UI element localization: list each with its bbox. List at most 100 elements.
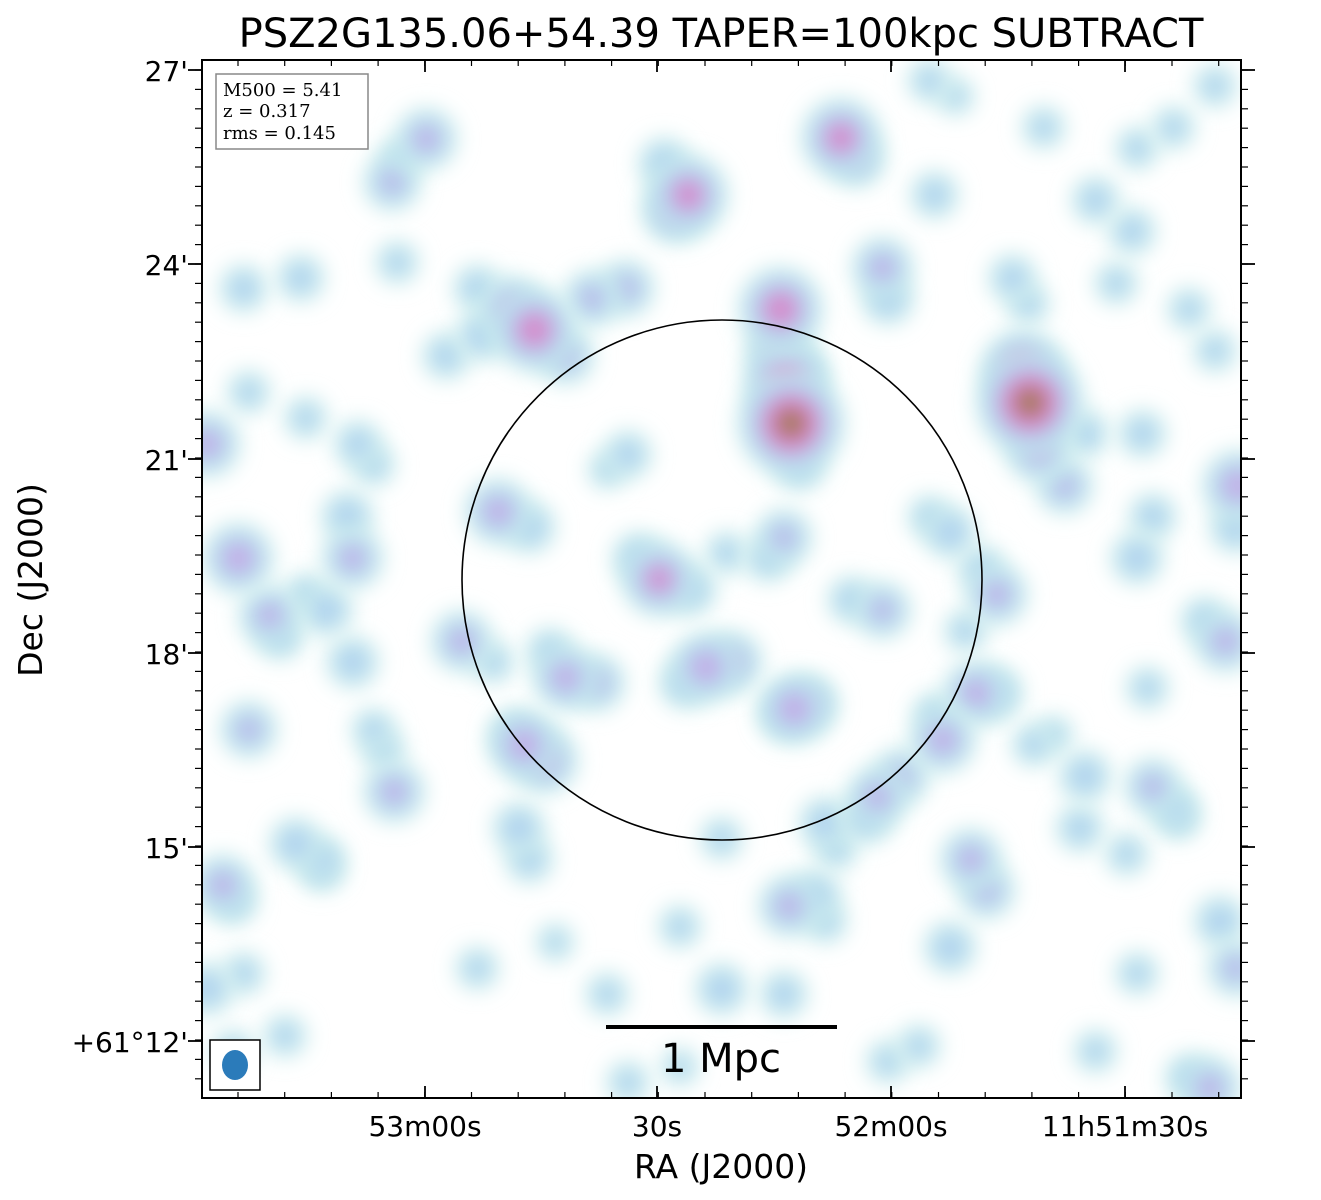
emission-contour (1114, 841, 1140, 867)
emission-contour (1226, 959, 1241, 978)
emission-blob (275, 252, 326, 304)
emission-contour (211, 873, 235, 897)
y-tick-label: 24' (145, 249, 188, 282)
emission-map (202, 60, 1241, 1098)
emission-contour (1143, 777, 1162, 796)
emission-blob (754, 507, 814, 568)
emission-blob (1093, 260, 1140, 306)
emission-blob (350, 706, 397, 753)
emission-blob (561, 269, 622, 329)
emission-contour (667, 914, 693, 940)
emission-blob (799, 96, 883, 180)
x-tick-label: 11h51m30s (1042, 1110, 1209, 1143)
emission-contour (932, 930, 968, 965)
emission-blob (1150, 104, 1197, 151)
emission-blob (491, 800, 547, 856)
emission-blob (1114, 125, 1160, 172)
emission-blob (605, 1059, 651, 1098)
emission-contour (1214, 629, 1237, 653)
emission-blob (268, 816, 323, 872)
emission-blob (362, 759, 427, 824)
emission-contour (675, 182, 701, 208)
emission-blob (703, 530, 750, 576)
emission-blob (694, 961, 749, 1017)
emission-contour (383, 173, 402, 192)
emission-contour (335, 644, 370, 680)
emission-blob (1166, 286, 1212, 332)
emission-contour (944, 85, 966, 107)
beam-indicator (209, 1039, 261, 1091)
emission-blob (237, 583, 302, 648)
emission-contour (1020, 732, 1046, 758)
emission-contour (1202, 73, 1228, 99)
emission-blob (374, 239, 421, 286)
emission-contour (293, 405, 319, 431)
y-tick-label: 15' (145, 832, 188, 865)
emission-blob (620, 540, 699, 618)
emission-contour (916, 68, 942, 94)
y-tick-label: +61°12' (72, 1026, 188, 1059)
emission-blob (1010, 722, 1056, 768)
emission-blob (975, 347, 1086, 458)
emission-blob (531, 643, 600, 712)
emission-contour (501, 810, 537, 846)
x-axis-label: RA (J2000) (634, 1147, 808, 1186)
emission-contour (648, 568, 670, 590)
emission-blob (1057, 748, 1113, 804)
emission-blob (908, 705, 978, 775)
emission-blob (602, 429, 654, 480)
emission-blob (657, 903, 703, 950)
emission-contour (1176, 296, 1202, 322)
emission-contour (272, 1023, 298, 1049)
emission-blob (1020, 104, 1067, 151)
info-box-frame (215, 73, 369, 150)
emission-blob (1193, 609, 1241, 674)
emission-blob (909, 169, 960, 221)
emission-blob (845, 764, 910, 829)
emission-contour (1202, 337, 1228, 364)
emission-contour (768, 979, 799, 1010)
emission-blob (964, 562, 1029, 627)
emission-contour (1116, 216, 1147, 247)
emission-blob (896, 1023, 942, 1069)
emission-blob (325, 634, 381, 690)
emission-contour (778, 692, 811, 725)
emission-blob (202, 521, 275, 595)
emission-blob (1177, 1055, 1241, 1098)
emission-contour (228, 273, 259, 304)
emission-blob (202, 409, 242, 479)
emission-contour (875, 1048, 901, 1075)
emission-contour (1119, 540, 1155, 576)
emission-blob (1122, 756, 1183, 817)
emission-blob (320, 489, 375, 545)
emission-contour (222, 542, 255, 575)
info-rms: rms = 0.145 (223, 123, 336, 144)
emission-contour (1055, 476, 1074, 495)
emission-contour (929, 726, 957, 754)
emission-contour (382, 780, 406, 804)
emission-contour (278, 826, 313, 861)
emission-blob (736, 368, 847, 479)
info-redshift: z = 0.317 (223, 101, 311, 122)
emission-blob (1192, 327, 1238, 374)
emission-contour (1080, 185, 1111, 216)
emission-contour (616, 279, 635, 298)
emission-blob (394, 106, 459, 171)
emission-blob (1106, 206, 1158, 257)
emission-contour (778, 410, 804, 436)
emission-blob (218, 263, 269, 314)
emission-contour (952, 618, 979, 644)
info-box: M500 = 5.41 z = 0.317 rms = 0.145 (215, 73, 369, 150)
emission-contour (582, 289, 601, 308)
emission-contour (594, 981, 620, 1007)
plot-frame (201, 59, 1242, 1099)
emission-blob (1054, 803, 1106, 854)
x-tick-label: 52m00s (834, 1110, 947, 1143)
y-tick-label: 21' (145, 444, 188, 477)
emission-blob (758, 969, 809, 1020)
emission-contour (774, 528, 793, 547)
emission-blob (202, 853, 255, 918)
emission-blob (1114, 950, 1160, 997)
emission-blob (850, 235, 915, 300)
